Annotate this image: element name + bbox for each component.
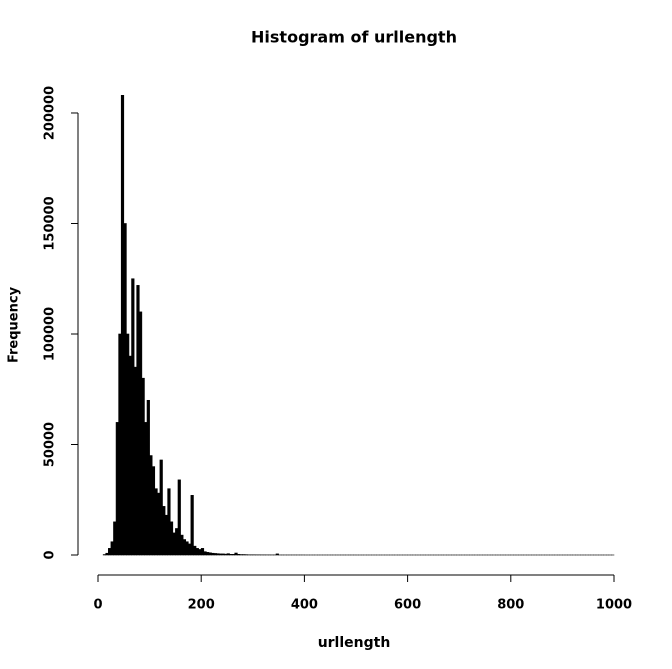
bar — [132, 279, 135, 555]
y-tick-label: 100000 — [43, 307, 58, 361]
bar — [152, 467, 155, 555]
bar — [230, 554, 233, 555]
bar — [199, 549, 202, 555]
bar — [168, 489, 171, 555]
x-tick-label: 800 — [497, 598, 524, 613]
x-tick-label: 200 — [188, 598, 215, 613]
bar — [160, 460, 163, 555]
bar — [224, 554, 227, 555]
bar — [119, 334, 122, 555]
bar — [196, 548, 199, 555]
bar — [276, 554, 279, 555]
x-axis-label: urllength — [318, 635, 391, 651]
bar — [183, 540, 186, 555]
x-tick-label: 600 — [394, 598, 421, 613]
bar — [116, 422, 119, 555]
y-tick-label: 200000 — [43, 86, 58, 140]
bar — [108, 548, 111, 555]
bar — [139, 312, 142, 555]
bar — [201, 548, 204, 555]
bar — [121, 95, 124, 555]
bar — [209, 553, 212, 555]
bar — [204, 552, 207, 555]
bar — [181, 535, 184, 555]
bar — [165, 515, 168, 555]
bar — [235, 553, 238, 555]
x-tick-label: 1000 — [596, 598, 632, 613]
y-tick-label: 0 — [43, 550, 58, 559]
bar — [188, 544, 191, 555]
chart-title: Histogram of urllength — [251, 28, 457, 47]
bar — [155, 489, 158, 555]
bar — [147, 400, 150, 555]
bar — [173, 533, 176, 555]
bar — [227, 554, 230, 555]
bar — [178, 480, 181, 555]
bar — [142, 378, 145, 555]
bar — [144, 422, 147, 555]
bar — [232, 554, 235, 555]
x-tick-label: 0 — [93, 598, 102, 613]
bar — [237, 554, 240, 555]
bar — [134, 367, 137, 555]
bar — [126, 334, 129, 555]
bar — [150, 456, 153, 555]
bar — [222, 554, 225, 555]
bar — [217, 554, 220, 555]
bar — [206, 552, 209, 555]
y-tick-label: 150000 — [43, 196, 58, 250]
bar — [129, 356, 132, 555]
bar — [214, 553, 217, 555]
bar — [193, 546, 196, 555]
bar — [106, 553, 109, 555]
bar — [157, 493, 160, 555]
bar — [124, 223, 127, 555]
bar — [175, 528, 178, 555]
bar — [111, 542, 114, 555]
bar — [137, 285, 140, 555]
bar — [219, 554, 222, 555]
y-axis-label: Frequency — [7, 286, 22, 363]
bar — [191, 495, 194, 555]
bar — [186, 542, 189, 555]
x-tick-label: 400 — [291, 598, 318, 613]
y-tick-label: 50000 — [43, 422, 58, 467]
bar — [113, 522, 116, 555]
bar — [212, 553, 215, 555]
bar — [170, 522, 173, 555]
bar — [163, 506, 166, 555]
